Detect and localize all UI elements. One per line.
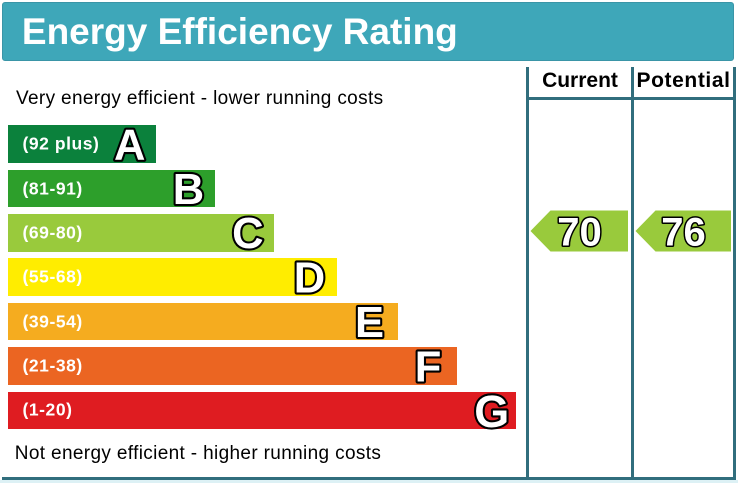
svg-text:B: B <box>173 166 204 214</box>
svg-text:E: E <box>355 299 384 347</box>
svg-text:C: C <box>232 210 263 258</box>
svg-text:D: D <box>294 255 325 303</box>
svg-text:A: A <box>114 122 145 170</box>
svg-text:70: 70 <box>557 210 602 254</box>
svg-text:F: F <box>415 343 442 391</box>
svg-text:76: 76 <box>661 210 706 254</box>
svg-text:G: G <box>474 386 509 437</box>
